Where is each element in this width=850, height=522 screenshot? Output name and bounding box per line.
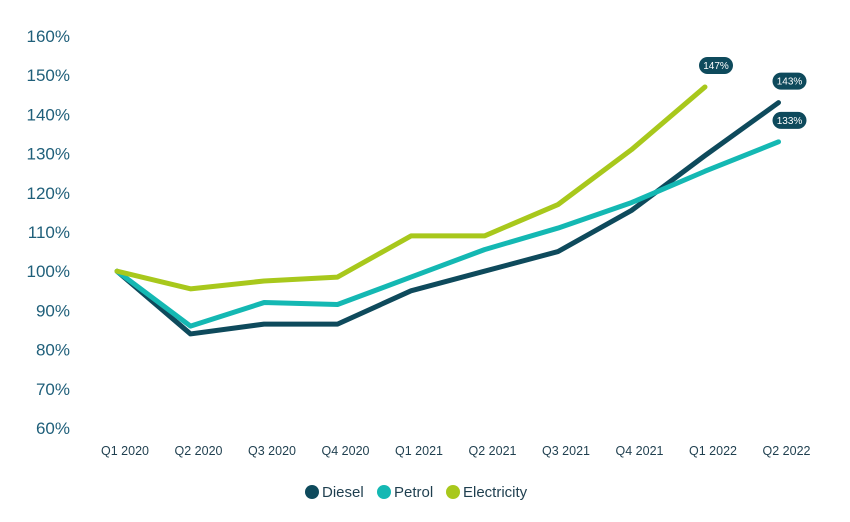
legend-marker [377, 485, 391, 499]
x-tick-label: Q3 2021 [542, 444, 590, 458]
end-labels: 143% 133% 147% [699, 56, 807, 129]
y-tick-label: 140% [27, 105, 70, 124]
end-label-diesel: 143% [772, 72, 807, 90]
series-line-electricity [114, 84, 708, 292]
legend-item-petrol: Petrol [377, 484, 433, 501]
x-axis: Q1 2020 Q2 2020 Q3 2020 Q4 2020 Q1 2021 Q2 20… [101, 444, 811, 458]
x-tick-label: Q1 2022 [689, 444, 737, 458]
x-tick-label: Q4 2020 [322, 444, 370, 458]
y-tick-label: 110% [28, 223, 70, 242]
y-tick-label: 120% [27, 184, 70, 203]
legend: Diesel Petrol Electricity [305, 484, 528, 501]
end-label-pill [772, 111, 807, 129]
y-tick-label: 80% [36, 341, 70, 360]
y-tick-label: 150% [27, 66, 70, 85]
x-tick-label: Q1 2021 [395, 444, 443, 458]
end-label-electricity: 147% [699, 56, 733, 74]
y-axis: 60% 70% 80% 90% 100% 110% 120% 130% 140% 150% 160% [27, 27, 70, 438]
end-label-petrol: 133% [772, 111, 807, 129]
legend-item-electricity: Electricity [446, 484, 528, 501]
x-tick-label: Q2 2022 [763, 444, 811, 458]
x-tick-label: Q1 2020 [101, 444, 149, 458]
legend-marker [446, 485, 460, 499]
series-lines [114, 84, 781, 337]
y-tick-label: 60% [36, 419, 70, 438]
y-tick-label: 100% [27, 262, 70, 281]
end-label-pill [699, 56, 733, 74]
x-tick-label: Q4 2021 [616, 444, 664, 458]
series-line-diesel [114, 100, 781, 337]
y-tick-label: 160% [27, 27, 70, 46]
legend-item-diesel: Diesel [305, 484, 364, 501]
legend-label: Diesel [322, 484, 364, 501]
x-tick-label: Q2 2020 [175, 444, 223, 458]
legend-label: Electricity [463, 484, 528, 501]
y-tick-label: 70% [36, 380, 70, 399]
end-label-pill [772, 72, 807, 90]
end-label-text: 143% [777, 77, 803, 88]
legend-label: Petrol [394, 484, 433, 501]
end-label-text: 147% [703, 61, 729, 72]
x-tick-label: Q2 2021 [469, 444, 517, 458]
y-tick-label: 90% [36, 301, 70, 320]
end-label-text: 133% [777, 116, 803, 127]
series-line-petrol [114, 139, 781, 329]
y-tick-label: 130% [27, 145, 70, 164]
legend-marker [305, 485, 319, 499]
x-tick-label: Q3 2020 [248, 444, 296, 458]
